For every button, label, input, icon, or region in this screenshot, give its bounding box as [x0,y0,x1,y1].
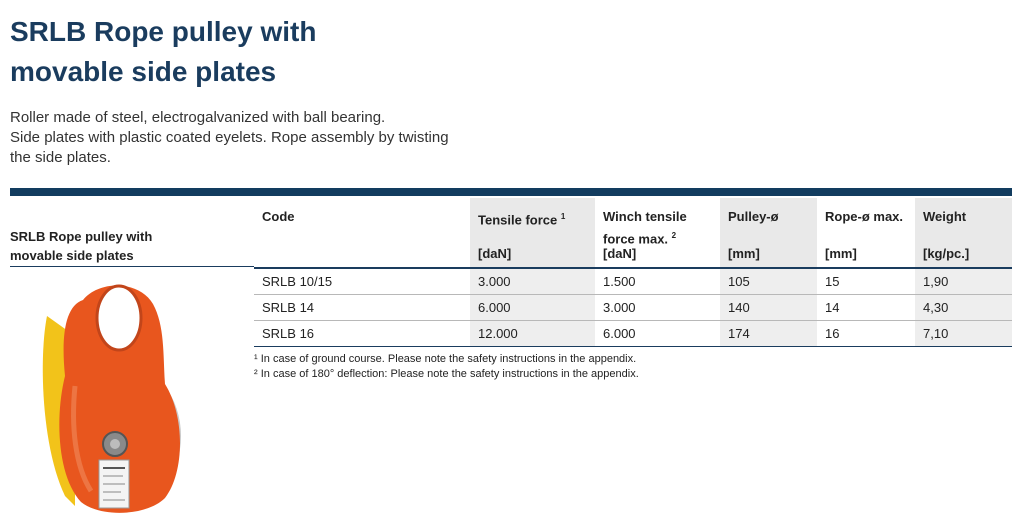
cell-pulley-diameter: 140 [720,294,817,321]
unit-pulley-diameter: [mm] [728,246,760,261]
page-title: SRLB Rope pulley with movable side plate… [10,12,316,92]
title-line-1: SRLB Rope pulley with [10,16,317,47]
cell-tensile-force: 3.000 [470,268,595,295]
footnote-2: ² In case of 180° deflection: Please not… [254,368,639,380]
table-row: SRLB 14 6.000 3.000 140 14 4,30 [254,294,1012,321]
cell-weight: 1,90 [915,268,1012,295]
cell-pulley-diameter: 105 [720,268,817,295]
cell-code: SRLB 10/15 [254,268,470,295]
cell-rope-diameter: 16 [817,320,915,347]
cell-tensile-force: 6.000 [470,294,595,321]
cell-weight: 4,30 [915,294,1012,321]
header-pulley-diameter: Pulley-ø [mm] [720,198,817,269]
unit-weight: [kg/pc.] [923,246,970,261]
rope-pulley-photo [35,276,185,519]
cell-code: SRLB 16 [254,320,470,347]
description-line-2: Side plates with plastic coated eyelets.… [10,129,449,146]
cell-winch-tensile-force: 6.000 [595,320,720,347]
header-tensile-force: Tensile force 1 [daN] [470,198,595,269]
cell-weight: 7,10 [915,320,1012,347]
cell-winch-tensile-force: 1.500 [595,268,720,295]
pulley-illustration [42,284,181,513]
cell-code: SRLB 14 [254,294,470,321]
header-code: Code [254,198,470,269]
cell-winch-tensile-force: 3.000 [595,294,720,321]
table-row: SRLB 10/15 3.000 1.500 105 15 1,90 [254,268,1012,295]
cell-rope-diameter: 15 [817,268,915,295]
unit-tensile-force: [daN] [478,246,512,261]
product-label-divider [10,266,254,267]
header-rope-diameter: Rope-ø max. [mm] [817,198,915,269]
cell-rope-diameter: 14 [817,294,915,321]
table-header-row: Code Tensile force 1 [daN] Winch tensile… [254,198,1012,269]
bolt-center [110,439,120,449]
unit-winch-tensile-force: [daN] [603,246,637,261]
specification-table: Code Tensile force 1 [daN] Winch tensile… [254,198,1012,347]
cell-tensile-force: 12.000 [470,320,595,347]
header-weight: Weight [kg/pc.] [915,198,1012,269]
orange-side-plate [59,285,180,513]
eyelet-hole [95,284,143,352]
unit-rope-diameter: [mm] [825,246,857,261]
product-description: Roller made of steel, electrogalvanized … [10,108,449,168]
footnotes: ¹ In case of ground course. Please note … [254,352,639,382]
product-label-line-2: movable side plates [10,248,134,263]
header-winch-tensile-force: Winch tensile force max. 2 [daN] [595,198,720,269]
cell-pulley-diameter: 174 [720,320,817,347]
table-row: SRLB 16 12.000 6.000 174 16 7,10 [254,320,1012,347]
product-label-line-1: SRLB Rope pulley with [10,229,153,244]
description-line-1: Roller made of steel, electrogalvanized … [10,109,386,126]
title-line-2: movable side plates [10,56,277,87]
description-line-3: the side plates. [10,149,111,166]
plate-highlight [71,385,94,493]
table-top-bar [10,188,1012,196]
product-label: SRLB Rope pulley with movable side plate… [10,227,152,265]
footnote-1: ¹ In case of ground course. Please note … [254,353,637,365]
